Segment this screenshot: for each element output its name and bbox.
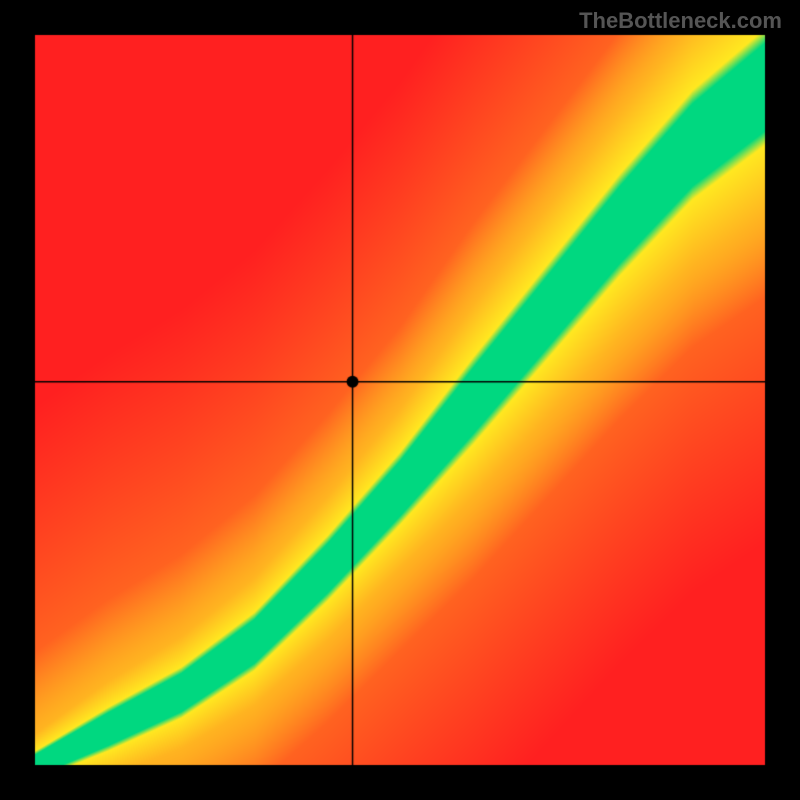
watermark-text: TheBottleneck.com	[579, 8, 782, 34]
bottleneck-heatmap	[0, 0, 800, 800]
chart-container: TheBottleneck.com	[0, 0, 800, 800]
